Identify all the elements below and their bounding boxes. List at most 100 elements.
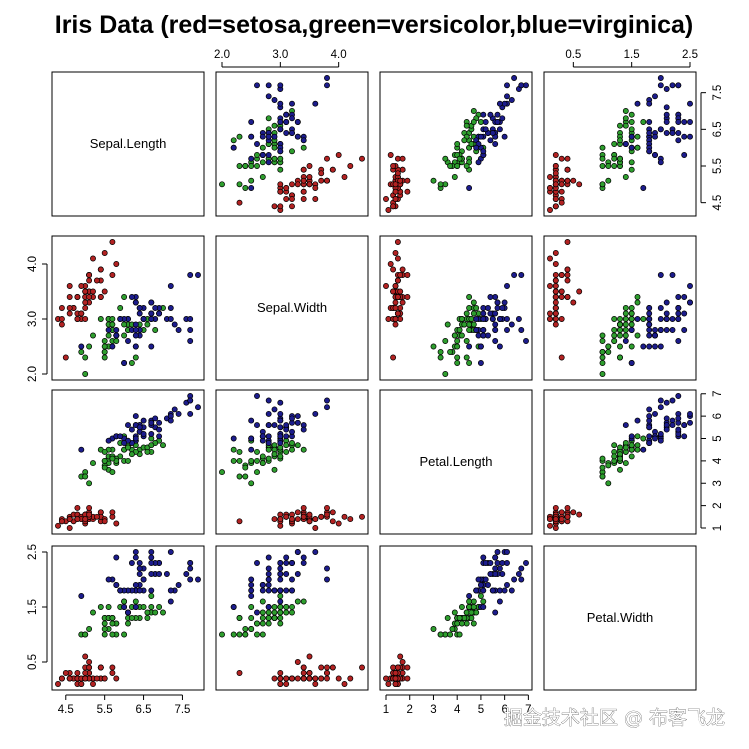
point-versicolor [254,152,260,158]
panel-frame [51,71,205,217]
point-versicolor [125,457,131,464]
point-versicolor [622,115,629,122]
point-virginica [277,100,284,107]
point-virginica [265,576,272,583]
point-virginica [675,305,682,311]
point-virginica [473,316,480,322]
point-virginica [492,338,499,344]
point-versicolor [152,609,159,616]
tick-label: 3 [712,480,724,486]
point-virginica [675,393,682,399]
point-virginica [187,327,194,333]
point-virginica [277,571,284,577]
tick-label: 1.5 [624,49,640,61]
point-virginica [277,82,284,89]
point-setosa [55,681,61,687]
point-virginica [277,576,284,583]
tick-label: 2 [712,502,724,508]
point-versicolor [259,609,266,616]
point-virginica [248,435,255,442]
point-setosa [552,299,559,306]
point-setosa [312,185,319,191]
point-virginica [663,111,670,118]
point-virginica [148,310,155,317]
point-setosa [552,316,559,322]
point-virginica [657,126,664,133]
point-setosa [390,288,397,295]
point-virginica [265,410,272,417]
point-virginica [283,422,290,429]
point-versicolor [599,338,606,344]
point-virginica [646,332,653,339]
tick-label: 5 [478,704,484,716]
point-setosa [570,177,577,184]
point-setosa [564,513,571,520]
point-versicolor [605,480,612,487]
point-virginica [148,549,155,555]
point-setosa [392,321,399,328]
point-versicolor [605,163,612,169]
point-versicolor [132,354,139,361]
point-setosa [552,261,559,267]
point-virginica [117,587,124,594]
point-versicolor [109,455,116,462]
point-virginica [508,321,515,328]
point-virginica [646,440,653,446]
point-setosa [390,664,397,671]
point-virginica [148,571,155,577]
point-virginica [195,576,201,583]
point-versicolor [90,332,96,339]
point-setosa [387,152,394,158]
point-versicolor [628,310,635,317]
point-versicolor [463,354,470,361]
point-virginica [475,159,482,166]
point-versicolor [248,163,255,169]
point-virginica [289,100,295,107]
point-virginica [187,410,194,417]
point-virginica [230,604,237,610]
point-virginica [687,419,693,426]
point-virginica [289,115,295,122]
point-versicolor [254,448,260,455]
point-setosa [277,675,284,682]
point-virginica [175,410,182,417]
point-versicolor [82,631,89,638]
point-setosa [109,239,116,245]
point-virginica [167,305,174,311]
point-setosa [90,288,96,295]
point-setosa [547,310,553,317]
point-virginica [248,582,255,588]
point-setosa [66,310,73,317]
point-virginica [485,305,491,311]
point-setosa [399,299,406,306]
point-versicolor [254,457,260,464]
point-setosa [347,516,354,523]
point-versicolor [451,609,458,616]
point-versicolor [90,609,96,616]
point-setosa [397,272,404,278]
point-virginica [105,576,112,583]
point-versicolor [144,609,151,616]
point-virginica [171,406,178,413]
point-versicolor [101,343,108,350]
point-versicolor [463,620,470,627]
bottom-axis-petal-length: 1 2 3 4 5 6 7 [383,694,532,716]
point-versicolor [160,609,166,616]
point-versicolor [90,460,96,467]
panel-sepal-length-vs-sepal-width [215,71,369,217]
point-setosa [66,305,73,311]
point-setosa [564,166,571,173]
point-versicolor [628,159,635,166]
point-virginica [504,316,510,322]
point-versicolor [622,122,629,129]
point-versicolor [640,316,647,322]
point-versicolor [248,457,255,464]
point-virginica [132,435,139,442]
panel-frame [543,389,697,535]
point-virginica [681,310,688,317]
point-virginica [132,327,139,333]
point-virginica [634,100,641,107]
point-versicolor [599,473,606,480]
point-setosa [359,155,365,162]
